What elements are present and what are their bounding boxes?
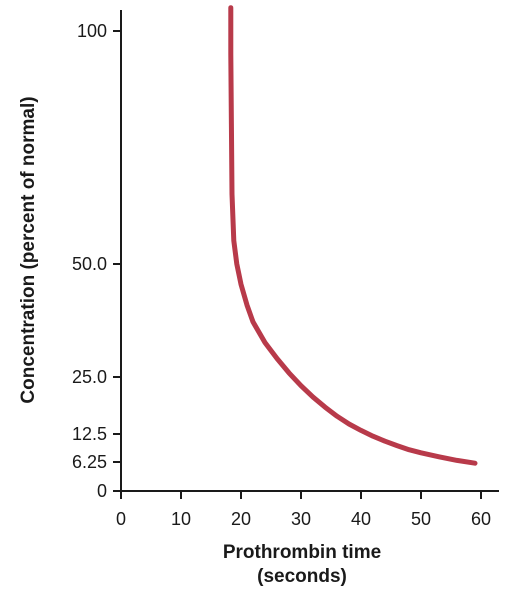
x-tick-label: 0 <box>116 509 126 529</box>
x-tick-label: 20 <box>231 509 251 529</box>
y-tick-label: 100 <box>77 21 107 41</box>
x-axis-title-line1: Prothrombin time <box>223 542 381 563</box>
y-tick-label: 50.0 <box>72 254 107 274</box>
x-axis-title-line2: (seconds) <box>257 566 347 587</box>
y-tick-label: 0 <box>97 481 107 501</box>
series-group <box>228 5 478 466</box>
x-tick-label: 40 <box>351 509 371 529</box>
x-tick-label: 30 <box>291 509 311 529</box>
y-axis-ticks: 0 6.25 12.5 25.0 50.0 100 <box>72 21 121 501</box>
y-tick-label: 25.0 <box>72 367 107 387</box>
y-axis-title: Concentration (percent of normal) <box>18 96 39 403</box>
x-tick-label: 60 <box>471 509 491 529</box>
axes <box>120 10 499 492</box>
x-tick-label: 10 <box>171 509 191 529</box>
x-tick-label: 50 <box>411 509 431 529</box>
series-line <box>228 5 478 466</box>
y-tick-label: 6.25 <box>72 452 107 472</box>
x-axis-ticks: 0 10 20 30 40 50 60 <box>116 491 491 529</box>
y-tick-label: 12.5 <box>72 424 107 444</box>
